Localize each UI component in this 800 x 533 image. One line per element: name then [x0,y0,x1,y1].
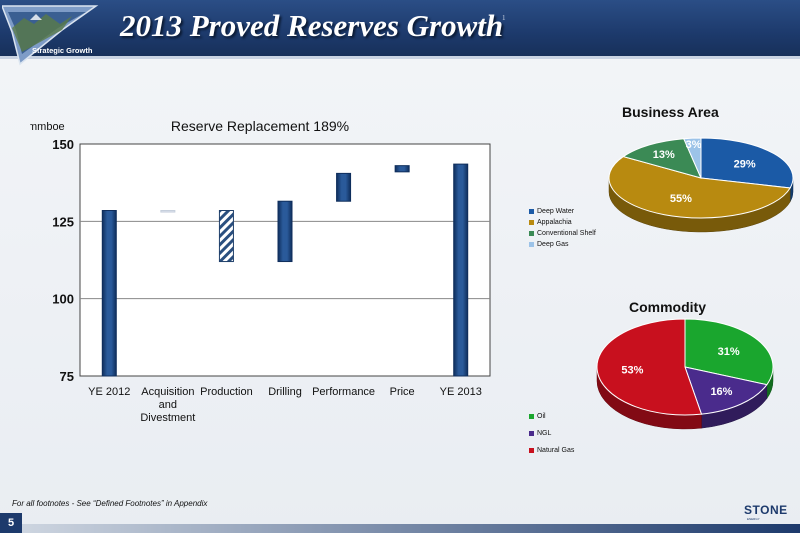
legend-swatch [529,431,534,436]
legend-swatch [529,231,534,236]
x-tick-label: Production [200,386,253,398]
x-tick-label: Price [390,386,415,398]
page-number: 5 [0,513,22,533]
legend-label: Natural Gas [537,447,575,454]
waterfall-bar [394,165,410,173]
mountain-logo-icon [2,5,99,66]
waterfall-bar [277,200,293,263]
legend-item: Deep Gas [529,239,596,250]
legend-item: Appalachia [529,217,596,228]
legend-label: Appalachia [537,219,572,226]
pie-slice [700,137,794,189]
commodity-legend: Oil NGL Natural Gas [529,411,574,456]
business-area-legend: Deep Water Appalachia Conventional Shelf De… [529,206,596,250]
pie-value-label: 13% [653,149,675,161]
x-tick-label: Acquisition [141,386,194,398]
waterfall-bar [336,172,352,202]
legend-item: Deep Water [529,206,596,217]
x-tick-label: Drilling [268,386,302,398]
y-tick-label: 150 [52,137,74,152]
legend-swatch [529,242,534,247]
x-tick-label: YE 2013 [440,386,482,398]
x-tick-label: and [159,399,177,411]
x-tick-label: YE 2012 [88,386,130,398]
company-logo: STONE [744,503,788,517]
pie-slice [684,318,774,386]
footer-bar [22,524,800,533]
pie-value-label: 16% [710,386,732,398]
legend-item: Natural Gas [529,445,574,456]
legend-swatch [529,209,534,214]
waterfall-bar [101,210,117,377]
pie-value-label: 3% [686,139,702,151]
legend-label: Oil [537,413,546,420]
section-label: Strategic Growth [32,46,93,55]
chart-title: Reserve Replacement 189% [171,118,349,134]
legend-item: NGL [529,428,574,439]
legend-swatch [529,448,534,453]
y-tick-label: 125 [52,214,74,229]
legend-item: Oil [529,411,574,422]
business-area-chart: Business Area 29% 55% 13% 3% Deep Water Appa… [525,100,795,260]
commodity-title: Commodity [629,299,706,315]
footnote-text: For all footnotes - See “Defined Footnot… [12,499,208,508]
waterfall-bar [160,210,176,213]
pie-slice [684,366,768,415]
pie-value-label: 53% [621,365,643,377]
waterfall-bar [218,210,234,263]
legend-swatch [529,220,534,225]
business-area-title: Business Area [622,104,719,120]
commodity-pie: 31% 16% 53% [596,318,774,430]
legend-label: Deep Gas [537,241,569,248]
legend-swatch [529,414,534,419]
legend-item: Conventional Shelf [529,228,596,239]
pie-slice [683,137,702,179]
pie-value-label: 31% [718,346,740,358]
y-tick-label: 75 [60,369,74,384]
waterfall-bar [453,163,469,377]
pie-slice [622,138,702,179]
y-axis-label: mmboe [30,121,65,133]
commodity-chart: Commodity 31% 16% 53% Oil NGL Natural Gas [525,295,795,475]
legend-label: Deep Water [537,208,575,215]
pie-slice [608,156,791,219]
pie-value-label: 29% [734,158,756,170]
y-tick-label: 100 [52,292,74,307]
company-logo-subtext: ENERGY [747,517,760,521]
business-area-pie: 29% 55% 13% 3% [608,137,794,233]
x-tick-label: Performance [312,386,375,398]
x-tick-label: Divestment [140,412,195,424]
page-title: 2013 Proved Reserves Growth [120,8,504,43]
reserves-waterfall-chart: 75 100 125 150 YE 2012 AcquisitionandDivestm… [30,118,491,424]
pie-value-label: 55% [670,193,692,205]
pie-slice [596,318,703,416]
legend-label: NGL [537,430,552,437]
title-bar: Strategic Growth 2013 Proved Reserves Gr… [0,0,800,66]
title-footnote-marker: 1 [502,14,506,22]
legend-label: Conventional Shelf [537,230,596,237]
